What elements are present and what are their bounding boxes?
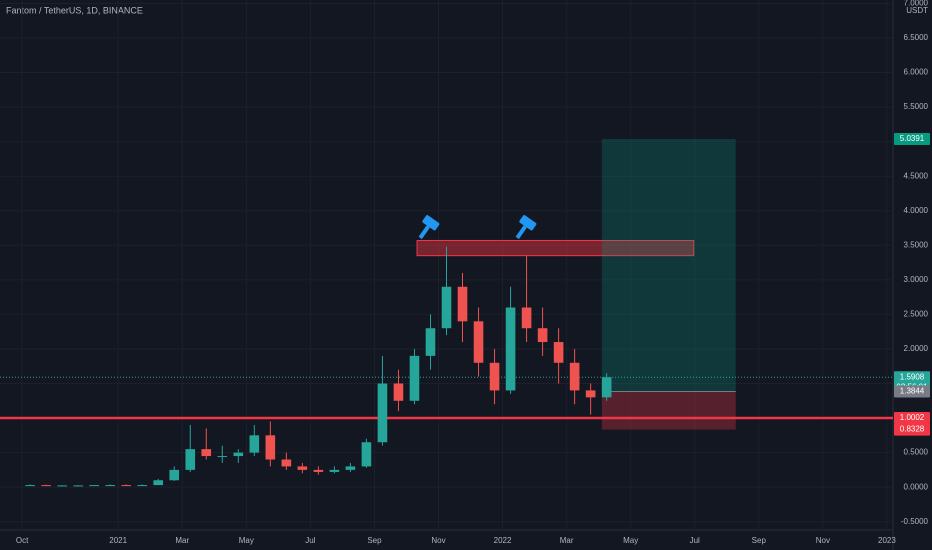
candle-body [329, 469, 340, 472]
hammer-icon [515, 215, 537, 240]
grid [0, 0, 893, 530]
level-tag: 1.0002 [900, 413, 925, 422]
x-tick-label: 2023 [878, 536, 896, 545]
stop-tag: 0.8328 [900, 425, 925, 434]
y-tick-label: 7.0000 [904, 0, 929, 8]
candle-body [441, 286, 452, 329]
y-tick-label: 4.0000 [904, 206, 929, 215]
candle-body [457, 286, 468, 322]
drawings [0, 138, 893, 430]
candle-body [41, 485, 51, 487]
candle-body [377, 383, 388, 443]
candle-body [73, 485, 83, 487]
candle-body [521, 307, 532, 329]
x-tick-label: Nov [816, 536, 830, 545]
y-tick-label: 3.5000 [904, 240, 929, 249]
candle-body [585, 390, 596, 398]
y-tick-label: 4.5000 [904, 171, 929, 180]
target-tag-bg [894, 132, 930, 145]
candle-body [233, 452, 244, 457]
candle-body [601, 377, 612, 398]
currency: USDT [906, 6, 928, 15]
candle-body [345, 466, 356, 470]
x-tick-label: May [239, 536, 254, 545]
candle-body [25, 485, 35, 487]
x-tick-label: Oct [16, 536, 29, 545]
candle-body [89, 485, 99, 487]
candle-body [137, 485, 148, 487]
y-tick-label: 6.5000 [904, 33, 929, 42]
level-tag-bg [894, 412, 930, 425]
candle-body [473, 321, 484, 363]
y-tick-label: 6.0000 [904, 68, 929, 77]
candle-body [489, 362, 500, 391]
x-tick-label: May [623, 536, 638, 545]
x-tick-label: Jul [690, 536, 700, 545]
candle-body [185, 449, 196, 470]
chart-title: Fantom / TetherUS, 1D, BINANCE [6, 5, 143, 15]
x-tick-label: Mar [175, 536, 189, 545]
candle-body [169, 469, 180, 481]
x-tick-label: Nov [431, 536, 445, 545]
candle-body [153, 480, 164, 486]
candle-body [361, 442, 372, 467]
y-tick-label: -0.5000 [901, 517, 929, 526]
x-tick-label: 2022 [494, 536, 512, 545]
candle-body [393, 383, 404, 401]
candle-body [217, 456, 228, 458]
last-price-tag: 1.5908 [900, 372, 925, 381]
x-tick-label: Sep [367, 536, 382, 545]
candle-body [425, 328, 436, 356]
candle-body [281, 459, 292, 467]
y-tick-label: 0.5000 [904, 448, 929, 457]
candles [25, 246, 612, 487]
candle-body [249, 435, 260, 453]
resistance-zone [416, 239, 695, 257]
target-tag: 5.0391 [900, 134, 925, 143]
entry-tag-bg [894, 385, 930, 398]
candle-body [409, 355, 420, 401]
y-tick-label: 2.0000 [904, 344, 929, 353]
y-tick-label: 3.0000 [904, 275, 929, 284]
profit-zone [601, 138, 736, 392]
candle-body [121, 485, 132, 487]
candle-body [57, 485, 67, 487]
candle-body [105, 485, 115, 487]
y-tick-label: 0.0000 [904, 482, 929, 491]
candle-body [313, 469, 324, 472]
candle-body [265, 435, 276, 460]
candle-body [505, 307, 516, 391]
y-tick-label: 2.5000 [904, 310, 929, 319]
x-tick-label: Mar [560, 536, 574, 545]
candle-body [537, 328, 548, 343]
entry-tag: 1.3844 [900, 387, 925, 396]
hammer-icon [418, 215, 440, 240]
loss-zone [601, 391, 736, 430]
x-tick-label: 2021 [109, 536, 127, 545]
x-tick-label: Jul [305, 536, 315, 545]
candle-body [201, 449, 212, 457]
y-tick-label: 5.5000 [904, 102, 929, 111]
x-tick-label: Sep [752, 536, 767, 545]
candle-body [569, 362, 580, 391]
stop-tag-bg [894, 423, 930, 436]
candle-body [297, 466, 308, 470]
candle-body [553, 342, 564, 363]
axes: -0.50000.00000.50001.00001.50002.00002.5… [16, 0, 930, 545]
